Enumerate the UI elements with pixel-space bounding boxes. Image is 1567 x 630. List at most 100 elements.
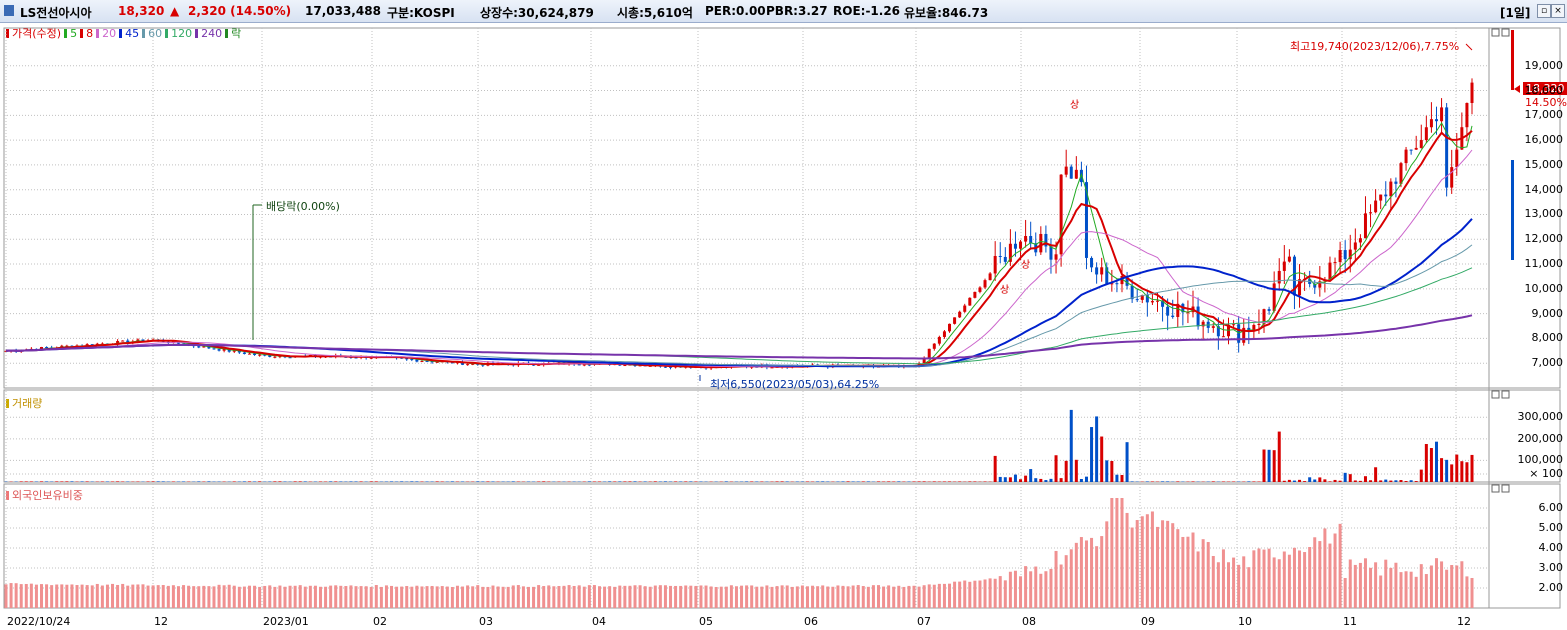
volume-bar (663, 481, 667, 482)
volume-bar (258, 481, 262, 482)
per-value: PER:0.00 (705, 4, 766, 18)
foreign-bar (719, 586, 723, 608)
foreign-bar (1409, 571, 1413, 608)
volume-bar (542, 481, 546, 482)
foreign-bar (978, 580, 982, 608)
pbr-value: PBR:3.27 (766, 4, 828, 18)
candle-body (1434, 119, 1438, 122)
foreign-bar (4, 584, 8, 608)
foreign-bar (937, 583, 941, 608)
volume-bar (1095, 416, 1099, 482)
foreign-bar (1374, 562, 1378, 608)
volume-bar (1303, 481, 1307, 482)
foreign-bar (75, 585, 79, 608)
ma-8-line (5, 129, 1473, 369)
candle-body (968, 297, 972, 306)
candle-body (1013, 243, 1017, 249)
foreign-bar (171, 585, 175, 608)
candle-body (1029, 235, 1033, 244)
legend-marker (119, 29, 123, 38)
restore-icon[interactable]: ▫ (1537, 4, 1551, 18)
foreign-bar (577, 585, 581, 608)
foreign-bar (187, 585, 191, 608)
candle-body (268, 355, 272, 357)
candle-body (988, 273, 992, 281)
candle-body (1196, 306, 1200, 327)
foreign-bar (521, 586, 525, 608)
foreign-bar (674, 585, 678, 608)
y-tick-label: 13,000 (1524, 207, 1564, 221)
foreign-bar (1369, 567, 1373, 608)
foreign-bar (369, 586, 373, 608)
foreign-bar (344, 586, 348, 608)
foreign-bar (55, 584, 59, 608)
candle-body (532, 364, 536, 366)
foreign-bar (50, 585, 54, 608)
foreign-bar (506, 586, 510, 608)
volume-bar (207, 481, 211, 482)
period-selector[interactable]: [1일] (1500, 6, 1531, 20)
price-range-bar (1511, 160, 1514, 260)
trade-volume: 17,033,488 (305, 4, 381, 18)
legend-marker (80, 29, 84, 38)
candle-body (1404, 149, 1408, 164)
foreign-bar (131, 584, 135, 608)
foreign-bar (1110, 498, 1114, 608)
volume-bar (1120, 474, 1124, 482)
volume-bar (633, 481, 637, 482)
foreign-bar (998, 576, 1002, 608)
candle-body (638, 365, 642, 367)
foreign-bar (1034, 566, 1038, 608)
foreign-bar (222, 585, 226, 608)
volume-bar (1211, 481, 1215, 482)
foreign-bar (963, 580, 967, 608)
volume-bar (958, 481, 962, 482)
foreign-bar (182, 585, 186, 608)
foreign-bar (85, 585, 89, 608)
volume-bar (643, 481, 647, 482)
volume-bar (785, 481, 789, 482)
foreign-bar (628, 585, 632, 608)
volume-bar (968, 481, 972, 482)
foreign-bar (445, 586, 449, 608)
foreign-bar (729, 585, 733, 608)
volume-bar (1333, 479, 1337, 482)
foreign-bar (511, 585, 515, 608)
foreign-bar (897, 585, 901, 608)
stock-chart[interactable] (0, 23, 1567, 630)
foreign-bar (1008, 571, 1012, 608)
candle-body (212, 348, 216, 350)
volume-bar (1369, 480, 1373, 482)
candle-body (1313, 283, 1317, 288)
candle-body (998, 255, 1002, 257)
candle-body (1470, 82, 1474, 103)
foreign-bar (65, 584, 69, 608)
volume-bar (80, 481, 84, 482)
volume-bar (1150, 481, 1154, 482)
candle-body (405, 358, 409, 360)
volume-bar (866, 481, 870, 482)
candle-body (126, 340, 130, 343)
volume-bar (922, 481, 926, 482)
foreign-bar (800, 585, 804, 608)
legend-marker (64, 29, 68, 38)
foreign-bar (912, 585, 916, 608)
volume-bar (1100, 436, 1104, 482)
foreign-bar (156, 585, 160, 608)
candle-body (1257, 323, 1261, 325)
volume-bar (400, 481, 404, 482)
foreign-bar (430, 585, 434, 608)
foreign-bar (1455, 565, 1459, 608)
candle-body (1440, 107, 1444, 122)
foreign-bar (795, 586, 799, 608)
foreign-bar (608, 586, 612, 608)
foreign-bar (491, 585, 495, 608)
volume-bar (1166, 481, 1170, 482)
foreign-bar (663, 585, 667, 608)
candle-body (1419, 140, 1423, 148)
close-icon[interactable]: × (1551, 4, 1565, 18)
volume-bar (1389, 480, 1393, 482)
volume-bar (851, 481, 855, 482)
foreign-bar (643, 586, 647, 608)
candle-body (1272, 283, 1276, 311)
